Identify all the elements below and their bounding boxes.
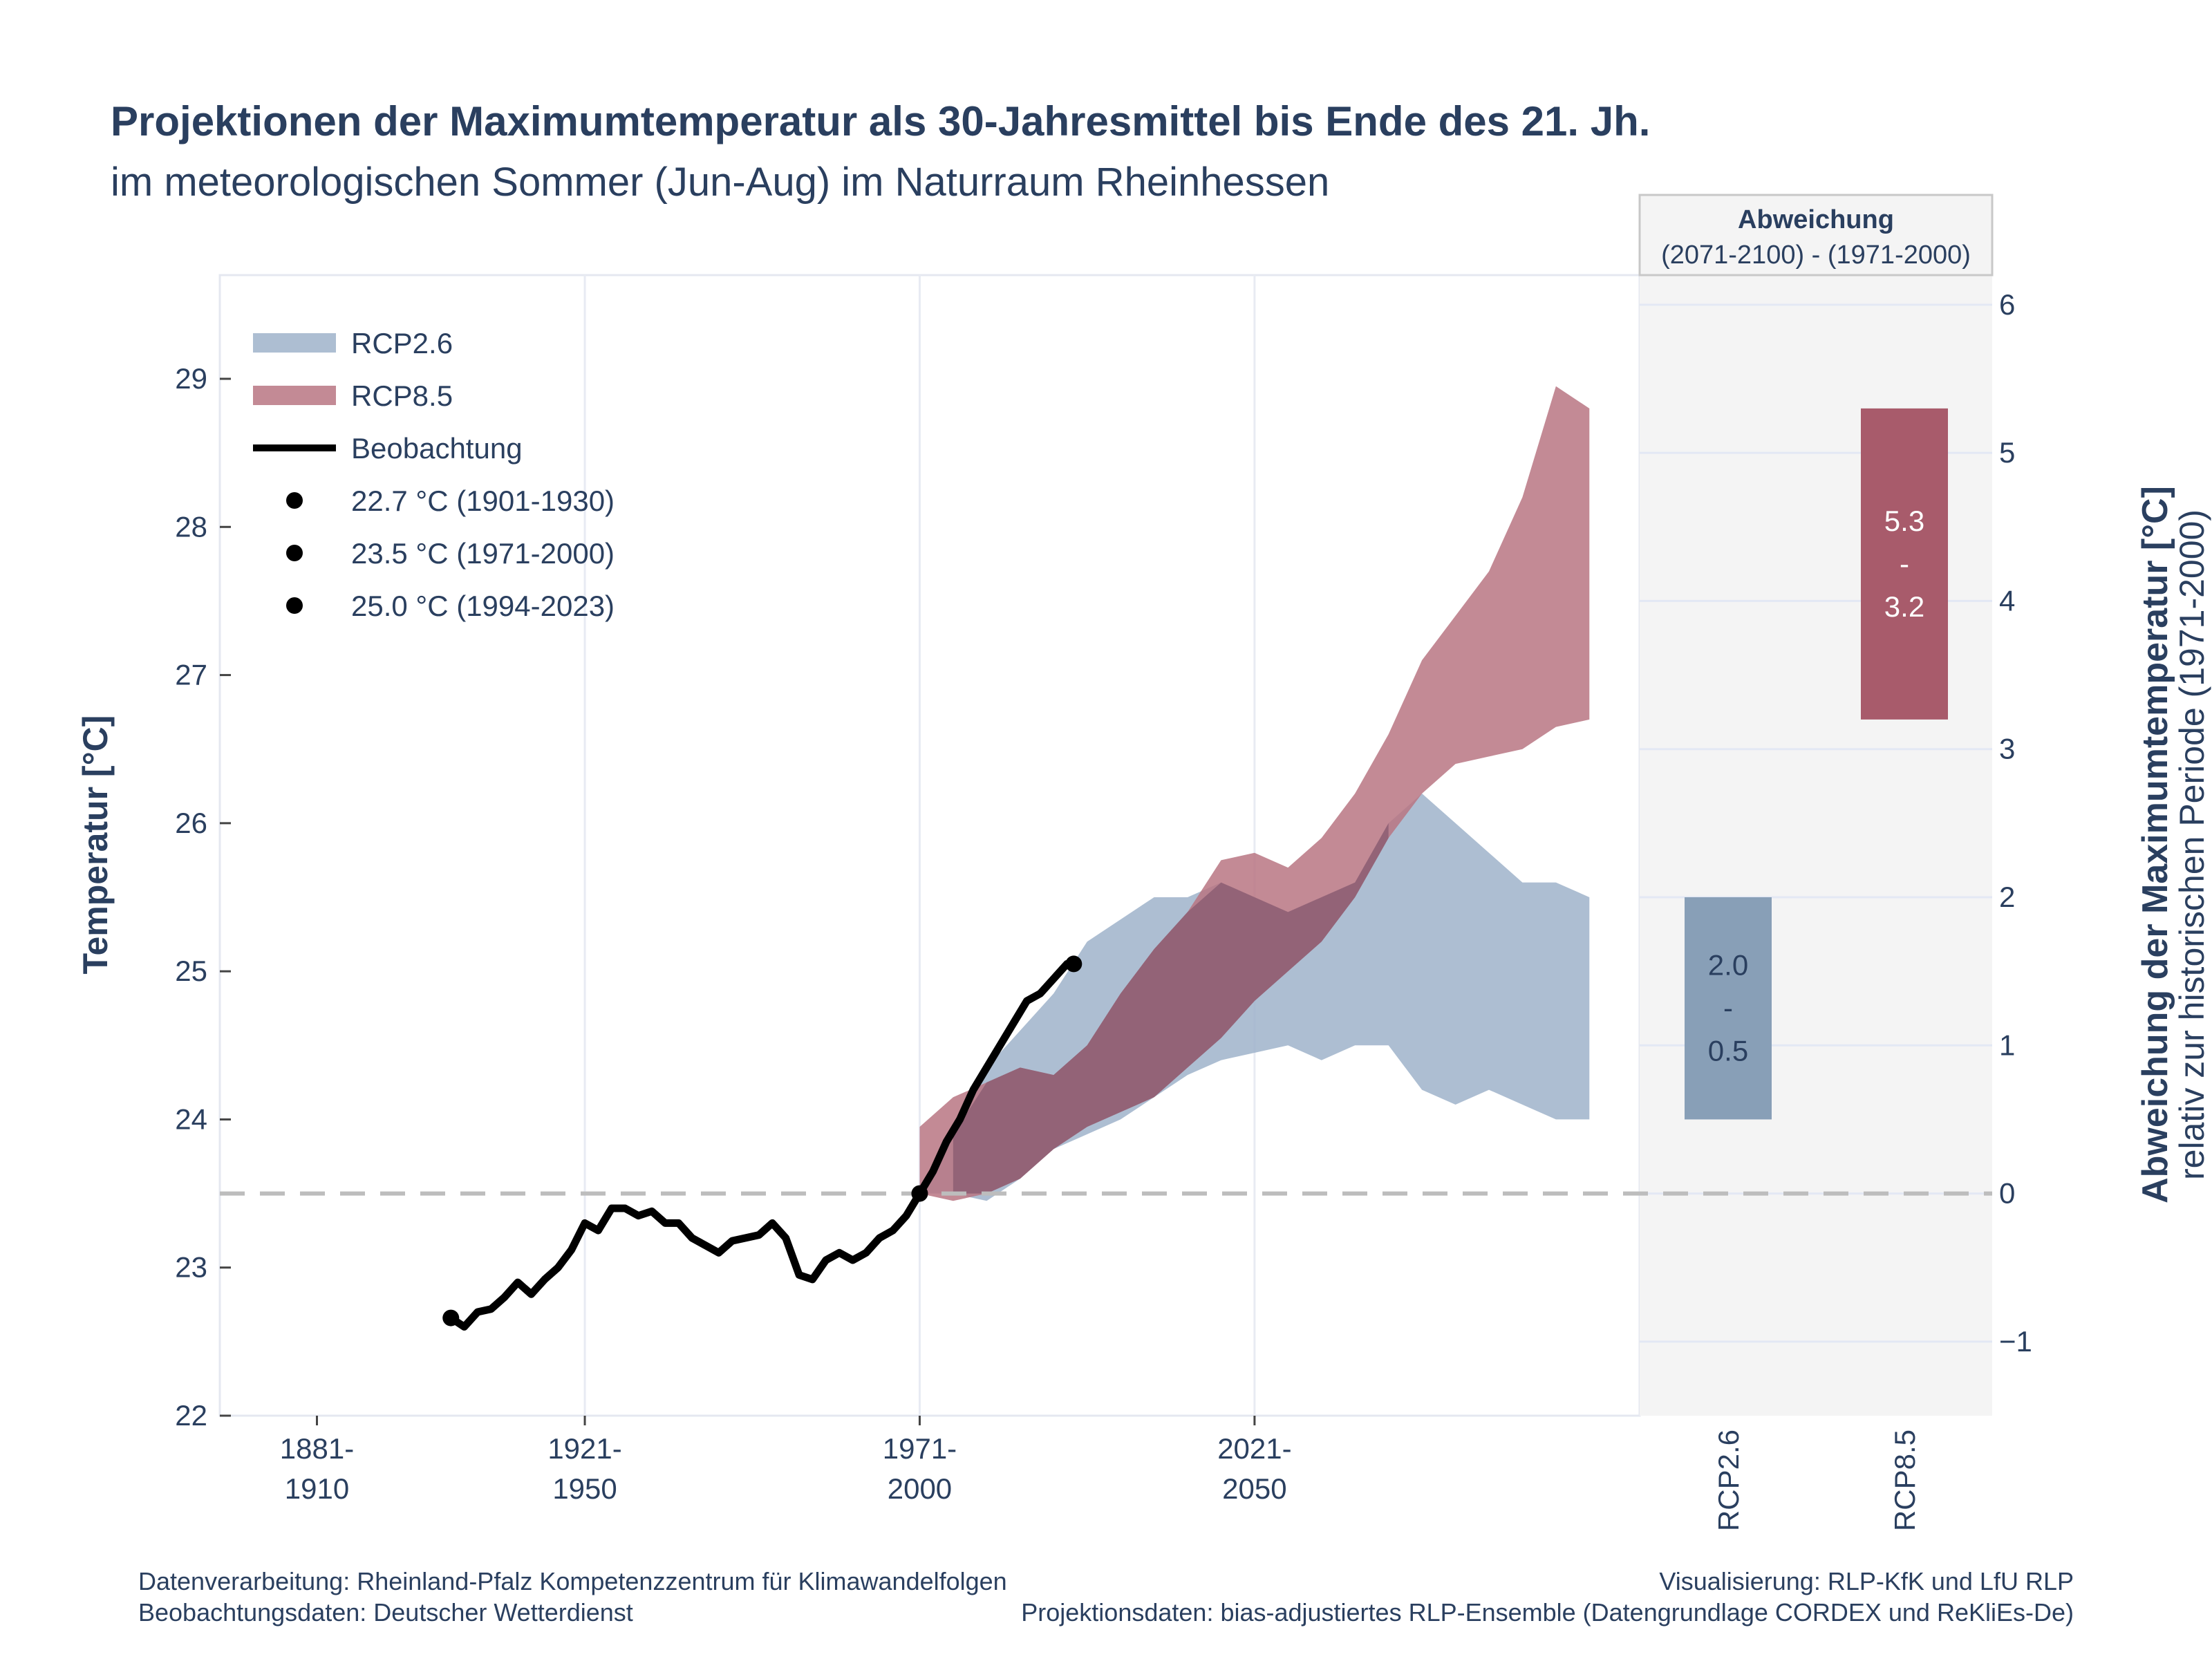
- y2-tick-label: 0: [1999, 1177, 2015, 1210]
- deviation-bars: 2.0 - 0.5 5.3 - 3.2: [1685, 408, 1948, 1120]
- observation-layer: [442, 955, 1082, 1331]
- y-tick-label: 28: [175, 510, 207, 543]
- legend-label: 23.5 °C (1971-2000): [351, 537, 615, 570]
- bar-rcp26: [1685, 897, 1772, 1120]
- legend-swatch-marker: [286, 545, 303, 561]
- bar-label-low: 0.5: [1708, 1035, 1748, 1067]
- y2-tick-label: 4: [1999, 584, 2015, 617]
- bar-category-label: RCP2.6: [1712, 1430, 1745, 1531]
- footer-observation-source: Beobachtungsdaten: Deutscher Wetterdiens…: [138, 1598, 633, 1627]
- legend-label: 22.7 °C (1901-1930): [351, 485, 615, 517]
- footer-data-processing: Datenverarbeitung: Rheinland-Pfalz Kompe…: [138, 1567, 1007, 1595]
- legend-label: RCP2.6: [351, 327, 453, 359]
- footer-projection-source: Projektionsdaten: bias-adjustiertes RLP-…: [1021, 1598, 2074, 1627]
- y2-tick-label: 5: [1999, 436, 2015, 469]
- x-tick-label: 1921-: [547, 1432, 621, 1465]
- y-tick-label: 25: [175, 955, 207, 987]
- legend: RCP2.6 RCP8.5 Beobachtung 22.7 °C (1901-193…: [253, 327, 615, 622]
- legend-label: RCP8.5: [351, 379, 453, 412]
- legend-label: 25.0 °C (1994-2023): [351, 590, 615, 622]
- y-tick-label: 27: [175, 659, 207, 691]
- bar-label-separator: -: [1723, 992, 1733, 1024]
- observation-marker-2: [1065, 955, 1082, 973]
- bar-label-low: 3.2: [1884, 590, 1924, 623]
- bar-label-high: 2.0: [1708, 949, 1748, 982]
- y2-tick-label: −1: [1999, 1325, 2032, 1358]
- observation-marker-1: [911, 1185, 928, 1202]
- bar-label-separator: -: [1900, 547, 1909, 580]
- legend-swatch-rcp85: [253, 386, 336, 405]
- x-tick-label: 1881-: [280, 1432, 354, 1465]
- legend-swatch-marker: [286, 492, 303, 509]
- y2-tick-label: 6: [1999, 288, 2015, 321]
- x-tick-label: 1950: [552, 1472, 617, 1505]
- x-tick-label: 2000: [888, 1472, 952, 1505]
- bar-rcp85: [1861, 408, 1948, 720]
- bar-label-high: 5.3: [1884, 505, 1924, 537]
- y2-tick-label: 3: [1999, 733, 2015, 765]
- x-tick-label: 1910: [285, 1472, 349, 1505]
- observation-marker-0: [442, 1309, 460, 1327]
- x-tick-label: 2050: [1222, 1472, 1286, 1505]
- chart-title: Projektionen der Maximumtemperatur als 3…: [111, 98, 1650, 144]
- x-tick-label: 2021-: [1217, 1432, 1291, 1465]
- y2-axis-subtitle: relativ zur historischen Periode (1971-2…: [2173, 509, 2211, 1180]
- deviation-panel-subtitle: (2071-2100) - (1971-2000): [1661, 241, 1971, 270]
- band-overlap-0: [953, 823, 1389, 1194]
- x-tick-label: 1971-: [883, 1432, 957, 1465]
- y-tick-label: 23: [175, 1251, 207, 1284]
- y-tick-label: 24: [175, 1103, 207, 1135]
- deviation-panel-title: Abweichung: [1738, 205, 1894, 234]
- y2-tick-label: 1: [1999, 1029, 2015, 1061]
- y-axis-title: Temperatur [°C]: [76, 715, 115, 975]
- deviation-panel-header: [1638, 194, 1994, 276]
- bar-category-label: RCP8.5: [1888, 1430, 1921, 1531]
- chart-subtitle: im meteorologischen Sommer (Jun-Aug) im …: [111, 160, 1329, 205]
- legend-swatch-marker: [286, 597, 303, 614]
- legend-label: Beobachtung: [351, 432, 523, 465]
- projection-bands: [919, 386, 1590, 1201]
- axes: 22232425262728291881-19101921-19501971-2…: [175, 288, 2032, 1531]
- observation-line: [447, 959, 1078, 1331]
- legend-swatch-rcp26: [253, 333, 336, 353]
- footer-visualization: Visualisierung: RLP-KfK und LfU RLP: [1659, 1567, 2074, 1595]
- y-tick-label: 26: [175, 807, 207, 839]
- y-tick-label: 22: [175, 1399, 207, 1432]
- y-tick-label: 29: [175, 362, 207, 395]
- y2-axis-title: Abweichung der Maximumtemperatur [°C]: [2135, 486, 2175, 1203]
- y2-tick-label: 2: [1999, 881, 2015, 913]
